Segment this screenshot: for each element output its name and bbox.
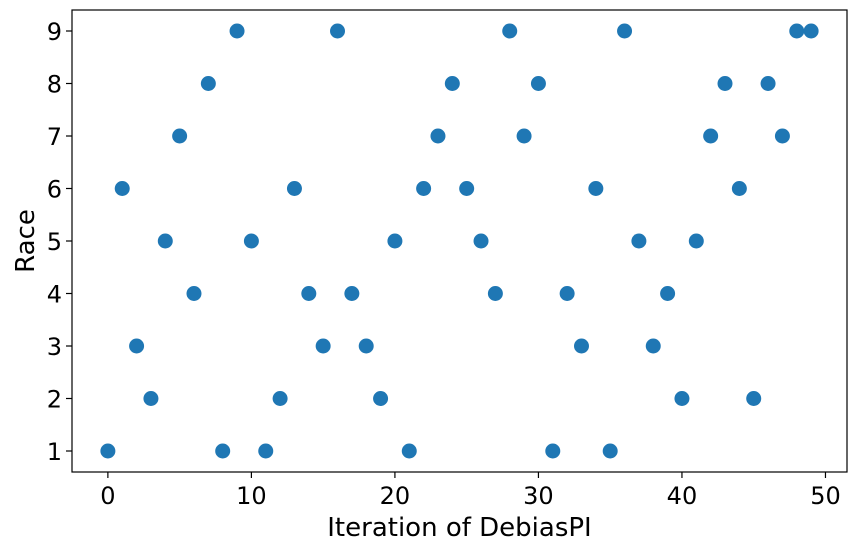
y-tick-label: 6 — [47, 176, 62, 204]
data-point — [674, 391, 690, 406]
data-point — [703, 128, 719, 144]
data-point — [473, 233, 489, 249]
data-point — [143, 391, 159, 406]
y-tick-label: 4 — [47, 281, 62, 309]
data-point-layer — [100, 23, 819, 459]
data-point — [502, 23, 518, 39]
data-point — [731, 181, 747, 196]
x-tick-label: 30 — [523, 482, 554, 510]
data-point — [789, 23, 805, 39]
data-point — [631, 233, 647, 249]
data-point — [516, 128, 532, 144]
x-tick-label: 10 — [236, 482, 267, 510]
data-point — [602, 443, 618, 459]
y-tick-label: 8 — [47, 71, 62, 99]
data-point — [301, 286, 317, 301]
data-point — [573, 338, 589, 354]
data-point — [774, 128, 790, 144]
y-tick-label: 9 — [47, 18, 62, 46]
data-point — [660, 286, 676, 301]
data-point — [215, 443, 231, 459]
data-point — [803, 23, 819, 39]
data-point — [186, 286, 202, 301]
data-point — [272, 391, 288, 406]
y-axis-label: Race — [11, 209, 41, 273]
x-tick-label: 40 — [667, 482, 698, 510]
data-point — [588, 181, 604, 196]
data-point — [559, 286, 575, 301]
data-point — [444, 76, 460, 91]
data-point — [416, 181, 432, 196]
y-tick-label: 3 — [47, 333, 62, 361]
x-tick-label: 20 — [380, 482, 411, 510]
data-point — [243, 233, 259, 249]
data-point — [717, 76, 733, 91]
data-point — [530, 76, 546, 91]
data-point — [617, 23, 633, 39]
data-point — [645, 338, 661, 354]
data-point — [129, 338, 145, 354]
data-point — [459, 181, 475, 196]
data-point — [229, 23, 245, 39]
data-point — [172, 128, 188, 144]
data-point — [344, 286, 360, 301]
data-point — [430, 128, 446, 144]
data-point — [545, 443, 561, 459]
data-point — [358, 338, 374, 354]
y-tick-label: 7 — [47, 123, 62, 151]
data-point — [315, 338, 331, 354]
data-point — [330, 23, 346, 39]
x-tick-label: 0 — [100, 482, 115, 510]
data-point — [746, 391, 762, 406]
data-point — [114, 181, 130, 196]
data-point — [286, 181, 302, 196]
x-axis-label: Iteration of DebiasPI — [327, 513, 591, 543]
data-point — [401, 443, 417, 459]
data-point — [258, 443, 274, 459]
data-point — [100, 443, 116, 459]
y-tick-label: 5 — [47, 228, 62, 256]
data-point — [487, 286, 503, 301]
data-point — [688, 233, 704, 249]
data-point — [760, 76, 776, 91]
data-point — [200, 76, 216, 91]
data-point — [373, 391, 389, 406]
data-point — [387, 233, 403, 249]
y-tick-label: 1 — [47, 438, 62, 466]
tick-layer: 0 10 20 30 40 50 1 2 3 4 5 6 7 8 9 — [47, 18, 841, 510]
data-point — [157, 233, 173, 249]
y-tick-label: 2 — [47, 386, 62, 414]
x-tick-label: 50 — [810, 482, 841, 510]
